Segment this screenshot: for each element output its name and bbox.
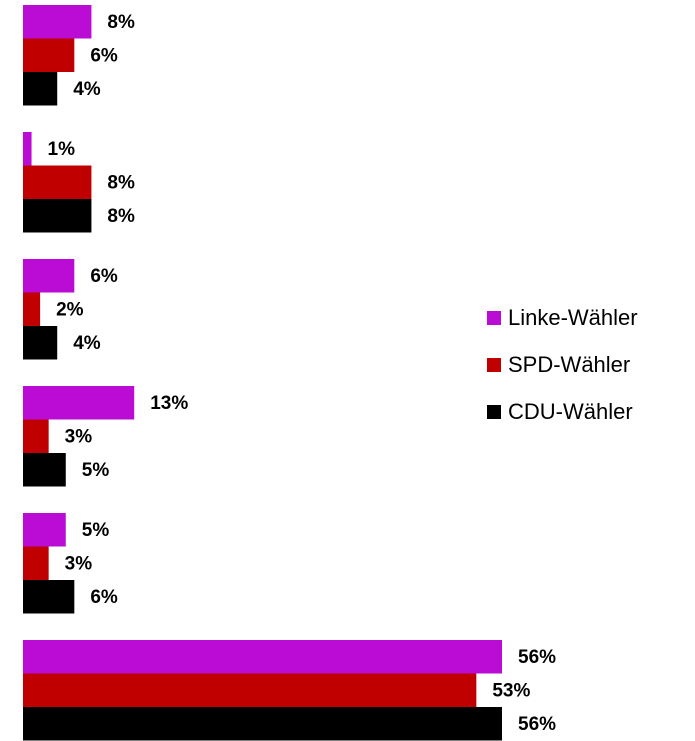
value-label: 4% (73, 79, 101, 100)
bar (23, 326, 58, 360)
value-label: 13% (150, 393, 188, 414)
value-label: 2% (56, 299, 84, 320)
legend-swatch (487, 311, 501, 325)
bar (23, 640, 502, 674)
bar (23, 165, 92, 199)
bar (23, 580, 75, 614)
bar (23, 292, 41, 326)
bar (23, 513, 66, 547)
value-label: 6% (90, 587, 118, 608)
legend-label: Linke-Wähler (508, 305, 638, 330)
bar (23, 673, 477, 707)
value-label: 3% (65, 426, 93, 447)
legend-label: CDU-Wähler (508, 399, 633, 424)
bar (23, 199, 92, 233)
legend-swatch (487, 358, 501, 372)
value-label: 6% (90, 45, 118, 66)
value-label: 56% (518, 714, 556, 735)
bar (23, 38, 75, 72)
legend-label: SPD-Wähler (508, 352, 630, 377)
value-label: 8% (107, 172, 135, 193)
bar (23, 453, 66, 487)
bar (23, 72, 58, 106)
value-label: 4% (73, 333, 101, 354)
bar (23, 707, 502, 741)
value-label: 53% (492, 680, 530, 701)
bar (23, 419, 49, 453)
value-label: 56% (518, 647, 556, 668)
bar (23, 386, 135, 420)
bar (23, 546, 49, 580)
legend-swatch (487, 405, 501, 419)
value-label: 3% (65, 553, 93, 574)
bar (23, 259, 75, 293)
value-label: 5% (82, 520, 110, 541)
value-label: 8% (107, 12, 135, 33)
bar (23, 132, 32, 166)
value-label: 8% (107, 206, 135, 227)
value-label: 6% (90, 266, 118, 287)
value-label: 1% (48, 139, 76, 160)
value-label: 5% (82, 460, 110, 481)
bar (23, 5, 92, 39)
